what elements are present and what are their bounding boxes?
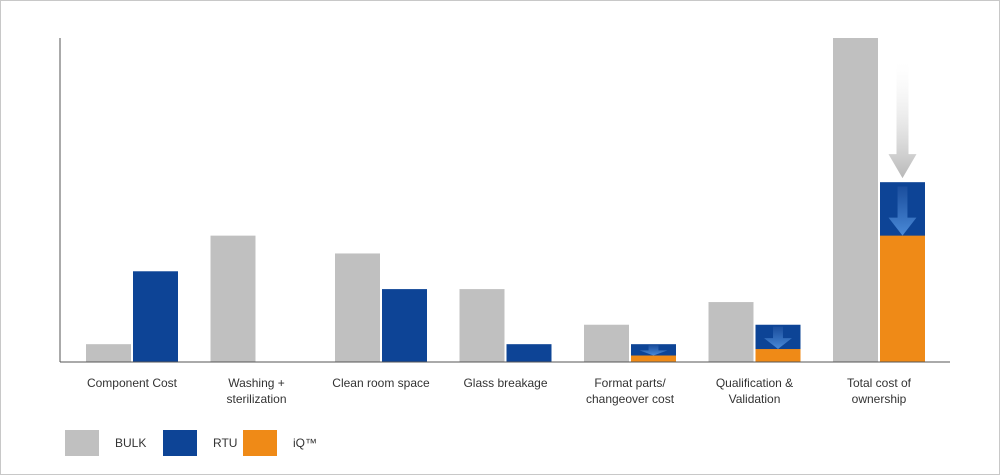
legend-swatch-rtu xyxy=(163,430,197,456)
bar-bulk-4 xyxy=(584,324,629,362)
legend-swatch-bulk xyxy=(65,430,99,456)
bar-bulk-2 xyxy=(335,253,380,362)
reduction-arrow-4 xyxy=(639,345,668,356)
total-comparison-arrow xyxy=(888,62,917,179)
bar-iq-6 xyxy=(880,235,925,362)
legend-swatch-iq xyxy=(243,430,277,456)
bar-bulk-3 xyxy=(459,289,505,362)
reduction-arrow-5 xyxy=(764,326,792,350)
reduction-arrow-6 xyxy=(888,186,917,236)
bars-group xyxy=(86,38,925,362)
legend-label-rtu: RTU xyxy=(213,436,238,450)
x-tick-label-4: Format parts/ changeover cost xyxy=(585,376,675,406)
legend-item-rtu: RTU xyxy=(163,430,237,456)
x-tick-label-0: Component Cost xyxy=(86,376,178,390)
bar-rtu-3 xyxy=(506,344,552,362)
x-tick-label-2: Clean room space xyxy=(332,376,430,390)
x-tick-label-1: Washing + sterilization xyxy=(226,376,287,406)
legend-item-iq: iQ™ xyxy=(243,430,317,456)
legend-item-bulk: BULK xyxy=(65,430,146,456)
bar-rtu-2 xyxy=(382,289,427,362)
bar-bulk-1 xyxy=(210,235,256,362)
x-tick-label-3: Glass breakage xyxy=(463,376,548,390)
legend-label-iq: iQ™ xyxy=(293,436,317,450)
bar-bulk-5 xyxy=(708,302,754,362)
bar-iq-5 xyxy=(755,349,801,362)
bar-iq-4 xyxy=(631,355,676,362)
bar-rtu-0 xyxy=(133,271,178,362)
bar-bulk-6 xyxy=(833,38,878,362)
x-tick-label-6: Total cost of ownership xyxy=(846,376,912,406)
x-tick-label-5: Qualification & Validation xyxy=(715,376,794,406)
bar-bulk-0 xyxy=(86,344,131,362)
legend-label-bulk: BULK xyxy=(115,436,147,450)
arrows-group xyxy=(639,62,917,356)
